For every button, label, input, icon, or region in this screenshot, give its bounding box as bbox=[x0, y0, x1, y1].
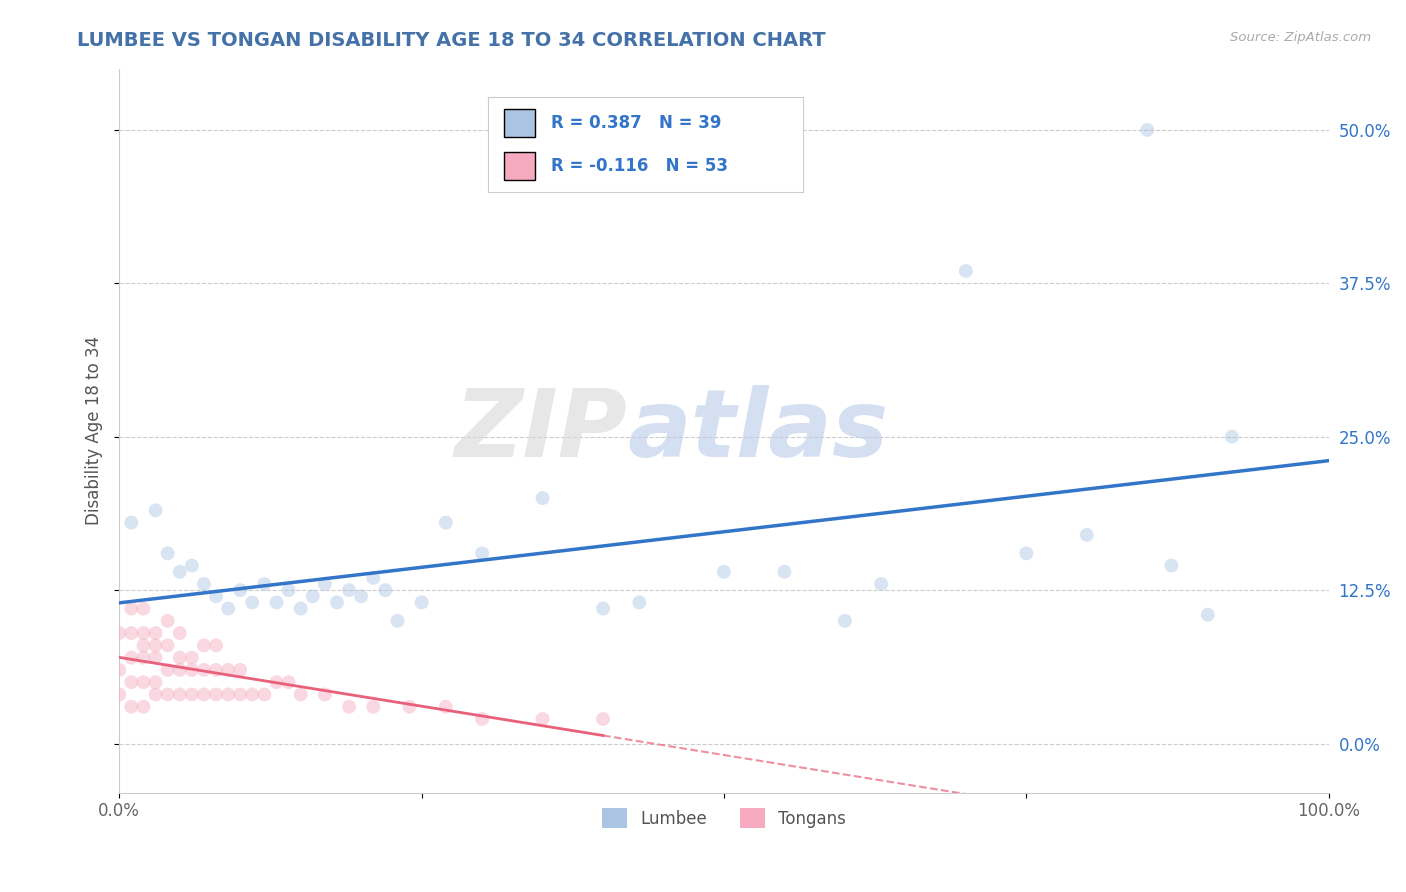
Point bbox=[132, 675, 155, 690]
Point bbox=[193, 577, 215, 591]
Point bbox=[193, 688, 215, 702]
Legend: Lumbee, Tongans: Lumbee, Tongans bbox=[595, 801, 853, 835]
Point bbox=[374, 583, 396, 598]
Point bbox=[1197, 607, 1219, 622]
Point bbox=[531, 712, 554, 726]
Text: ZIP: ZIP bbox=[454, 384, 627, 476]
Point bbox=[387, 614, 409, 628]
Point bbox=[169, 663, 191, 677]
Point bbox=[411, 595, 433, 609]
Point bbox=[169, 688, 191, 702]
Point bbox=[361, 699, 384, 714]
Text: Source: ZipAtlas.com: Source: ZipAtlas.com bbox=[1230, 31, 1371, 45]
Point bbox=[132, 639, 155, 653]
Point bbox=[193, 639, 215, 653]
Point bbox=[471, 546, 494, 560]
Point bbox=[156, 688, 179, 702]
Point bbox=[277, 675, 299, 690]
Point bbox=[205, 639, 228, 653]
Point bbox=[193, 663, 215, 677]
Point bbox=[434, 699, 457, 714]
Point bbox=[1136, 123, 1159, 137]
Point bbox=[301, 589, 323, 603]
Point bbox=[471, 712, 494, 726]
Point bbox=[1015, 546, 1038, 560]
Point bbox=[169, 650, 191, 665]
Point bbox=[205, 589, 228, 603]
Point bbox=[834, 614, 856, 628]
Point bbox=[398, 699, 420, 714]
Point bbox=[145, 639, 167, 653]
Point bbox=[955, 264, 977, 278]
Point bbox=[253, 577, 276, 591]
Point bbox=[120, 699, 142, 714]
Point bbox=[628, 595, 651, 609]
Point bbox=[1160, 558, 1182, 573]
Point bbox=[217, 688, 239, 702]
Point bbox=[337, 583, 360, 598]
Point bbox=[145, 688, 167, 702]
Point bbox=[108, 626, 131, 640]
Point bbox=[180, 650, 202, 665]
Point bbox=[713, 565, 735, 579]
Point bbox=[120, 626, 142, 640]
Text: atlas: atlas bbox=[627, 384, 889, 476]
Y-axis label: Disability Age 18 to 34: Disability Age 18 to 34 bbox=[86, 336, 103, 525]
Point bbox=[240, 595, 263, 609]
Text: LUMBEE VS TONGAN DISABILITY AGE 18 TO 34 CORRELATION CHART: LUMBEE VS TONGAN DISABILITY AGE 18 TO 34… bbox=[77, 31, 825, 50]
Point bbox=[145, 650, 167, 665]
Point bbox=[1076, 528, 1098, 542]
Point bbox=[217, 601, 239, 615]
Point bbox=[156, 546, 179, 560]
Point bbox=[108, 688, 131, 702]
Point bbox=[290, 688, 312, 702]
Point bbox=[156, 639, 179, 653]
Point bbox=[592, 712, 614, 726]
Point bbox=[180, 558, 202, 573]
Point bbox=[277, 583, 299, 598]
Point bbox=[180, 663, 202, 677]
Point bbox=[205, 663, 228, 677]
Point bbox=[169, 626, 191, 640]
Point bbox=[120, 650, 142, 665]
Point bbox=[132, 601, 155, 615]
Point bbox=[217, 663, 239, 677]
Point bbox=[326, 595, 349, 609]
Point bbox=[870, 577, 893, 591]
Point bbox=[592, 601, 614, 615]
Point bbox=[156, 663, 179, 677]
Point bbox=[229, 663, 252, 677]
Point bbox=[314, 577, 336, 591]
Point bbox=[253, 688, 276, 702]
Point bbox=[229, 583, 252, 598]
Point bbox=[120, 601, 142, 615]
Point bbox=[434, 516, 457, 530]
Point bbox=[1220, 430, 1243, 444]
Point bbox=[240, 688, 263, 702]
Point bbox=[180, 688, 202, 702]
Point bbox=[156, 614, 179, 628]
Point bbox=[266, 675, 288, 690]
Point bbox=[205, 688, 228, 702]
Point bbox=[531, 491, 554, 505]
Point bbox=[132, 699, 155, 714]
Point bbox=[361, 571, 384, 585]
Point bbox=[773, 565, 796, 579]
Point bbox=[145, 503, 167, 517]
Point bbox=[145, 626, 167, 640]
Point bbox=[108, 663, 131, 677]
Point bbox=[290, 601, 312, 615]
Point bbox=[337, 699, 360, 714]
Point bbox=[132, 650, 155, 665]
Point bbox=[169, 565, 191, 579]
Point bbox=[120, 516, 142, 530]
Point bbox=[145, 675, 167, 690]
Point bbox=[229, 688, 252, 702]
Point bbox=[314, 688, 336, 702]
Point bbox=[266, 595, 288, 609]
Point bbox=[350, 589, 373, 603]
Point bbox=[132, 626, 155, 640]
Point bbox=[120, 675, 142, 690]
